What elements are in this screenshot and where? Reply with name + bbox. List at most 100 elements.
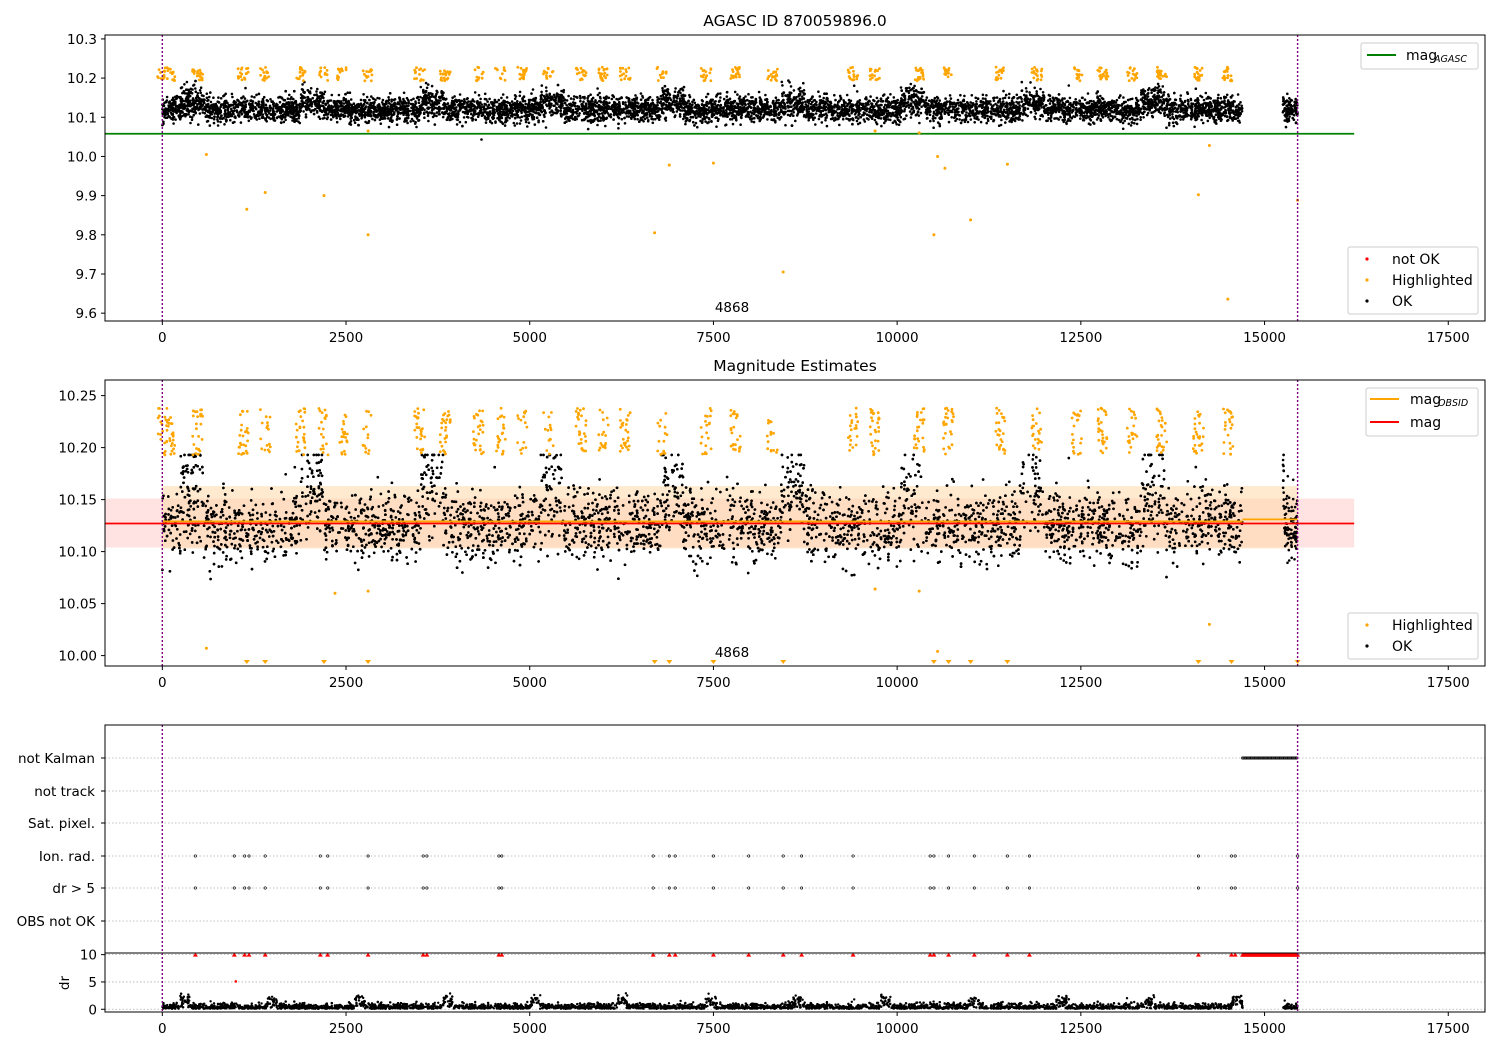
ok-point xyxy=(191,88,194,91)
ok-point xyxy=(764,93,767,97)
ok-point xyxy=(656,110,660,113)
ok-point xyxy=(945,100,949,103)
ok-point xyxy=(999,123,1003,127)
ok-point xyxy=(920,105,923,108)
ok-point xyxy=(500,121,504,124)
ok-point xyxy=(870,111,873,114)
ok-point xyxy=(924,105,927,108)
ok-point xyxy=(1074,98,1077,101)
ok-point xyxy=(547,99,551,103)
ok-point xyxy=(682,85,686,89)
ok-point xyxy=(973,121,976,124)
ok-point xyxy=(1186,98,1190,102)
ok-point xyxy=(165,95,169,99)
ok-point xyxy=(1047,93,1051,97)
ok-point xyxy=(733,90,737,94)
ok-point xyxy=(1002,89,1005,93)
ok-point xyxy=(903,98,907,102)
ok-point xyxy=(378,97,381,100)
ok-point xyxy=(357,112,361,116)
ok-point xyxy=(190,118,194,122)
ok-point xyxy=(736,93,739,96)
ok-point xyxy=(434,94,438,97)
ok-point xyxy=(627,99,631,103)
ok-point xyxy=(505,96,509,99)
ok-point xyxy=(1157,85,1161,88)
ok-point xyxy=(488,110,492,113)
ok-point xyxy=(576,115,579,118)
ok-point xyxy=(304,115,308,119)
ok-point xyxy=(526,117,529,121)
ok-point xyxy=(775,99,779,102)
ok-point xyxy=(786,113,790,117)
ok-point xyxy=(552,104,555,108)
ok-point xyxy=(192,113,195,117)
ok-point xyxy=(1216,96,1220,100)
ok-point xyxy=(682,117,685,121)
ok-point xyxy=(897,123,901,127)
ok-point xyxy=(184,99,188,103)
ok-point xyxy=(518,122,522,125)
ok-point xyxy=(435,102,439,106)
ok-point xyxy=(756,105,759,108)
ok-point xyxy=(578,112,581,115)
ok-point xyxy=(349,103,353,107)
ok-point xyxy=(1179,97,1182,101)
ok-point xyxy=(413,113,416,116)
ok-point xyxy=(569,97,573,100)
ok-point xyxy=(1208,116,1211,120)
ok-point xyxy=(1165,126,1168,129)
ok-point xyxy=(348,91,352,94)
ok-point xyxy=(675,110,679,113)
ok-point xyxy=(868,110,871,114)
ok-point xyxy=(956,113,960,116)
ok-point xyxy=(824,118,827,122)
ok-point xyxy=(1067,84,1071,87)
ok-point xyxy=(1072,103,1075,106)
ok-point xyxy=(1049,119,1053,123)
ok-point xyxy=(602,119,605,122)
ok-point xyxy=(786,104,790,108)
ok-point xyxy=(932,114,935,118)
ok-point xyxy=(1048,102,1052,105)
ok-point xyxy=(198,100,201,103)
ok-point xyxy=(802,93,806,96)
ok-point xyxy=(281,105,285,108)
ok-point xyxy=(1154,86,1157,89)
ok-point xyxy=(790,109,793,113)
ok-point xyxy=(705,115,708,119)
ok-point xyxy=(316,87,319,91)
ok-point xyxy=(483,92,487,96)
ok-point xyxy=(912,89,916,93)
ok-point xyxy=(1001,100,1005,103)
ok-point xyxy=(339,117,342,121)
ok-point xyxy=(529,113,532,116)
ok-point xyxy=(1115,98,1119,102)
ok-point xyxy=(441,111,445,114)
ok-point xyxy=(185,80,189,84)
ok-point xyxy=(718,99,722,102)
ok-point xyxy=(354,115,357,118)
ok-point xyxy=(674,87,677,90)
ok-point xyxy=(434,98,438,102)
ok-point xyxy=(833,93,836,97)
ok-point xyxy=(379,122,383,125)
ok-point xyxy=(899,86,903,89)
ok-point xyxy=(1063,110,1067,113)
ok-point xyxy=(646,116,649,119)
ok-point xyxy=(192,84,195,87)
ok-point xyxy=(707,116,711,120)
ok-point xyxy=(903,109,906,113)
ok-point xyxy=(647,118,650,122)
ok-point xyxy=(788,109,791,113)
ok-point xyxy=(936,121,940,124)
ok-point xyxy=(776,116,780,119)
ok-point xyxy=(576,96,579,99)
ok-point xyxy=(970,94,974,97)
ok-point xyxy=(255,93,258,97)
ok-point xyxy=(750,120,753,123)
ok-point xyxy=(1224,111,1227,115)
ok-point xyxy=(958,118,961,121)
ok-point xyxy=(1005,101,1008,104)
